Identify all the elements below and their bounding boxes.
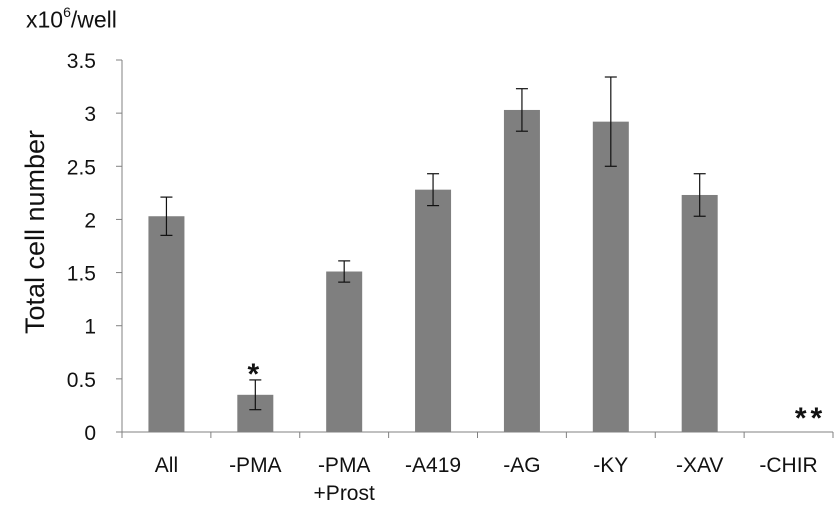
x-tick-label: -PMA bbox=[318, 454, 371, 477]
unit-exponent: 6 bbox=[63, 4, 71, 20]
y-tick-label: 0 bbox=[84, 422, 96, 445]
x-tick-label: All bbox=[155, 454, 178, 477]
unit-suffix: /well bbox=[70, 6, 117, 33]
x-tick-label: -XAV bbox=[676, 454, 723, 477]
y-tick-label: 3 bbox=[84, 103, 96, 126]
x-tick-label: -AG bbox=[503, 454, 540, 477]
x-tick-label: -CHIR bbox=[759, 454, 817, 477]
y-tick-label: 1.5 bbox=[67, 263, 96, 286]
bar bbox=[415, 189, 452, 432]
bar bbox=[592, 121, 629, 432]
y-tick-label: 0.5 bbox=[67, 369, 96, 392]
y-axis-title: Total cell number bbox=[20, 130, 50, 334]
y-tick-label: 2 bbox=[84, 209, 96, 232]
y-tick-label: 1 bbox=[84, 316, 96, 339]
unit-prefix: x10 bbox=[26, 6, 64, 33]
significance-marker: * bbox=[247, 358, 263, 391]
x-tick-label: -A419 bbox=[405, 454, 461, 477]
bar bbox=[148, 216, 185, 432]
y-unit-label: x106/well bbox=[26, 4, 117, 34]
x-tick-label: +Prost bbox=[314, 482, 375, 505]
x-tick-label: -KY bbox=[593, 454, 628, 477]
bar bbox=[326, 271, 363, 432]
y-axis: 0 0.5 1 1.5 2 2.5 3 3.5 bbox=[67, 50, 123, 445]
y-tick-label: 3.5 bbox=[67, 50, 96, 73]
bar bbox=[503, 109, 540, 432]
x-axis: All -PMA -PMA +Prost -A419 -AG -KY -XAV -CHIR bbox=[121, 431, 834, 505]
significance-marker: ** bbox=[795, 402, 826, 435]
bars-group bbox=[148, 76, 718, 432]
annotations-group: *** bbox=[247, 358, 826, 435]
bar bbox=[681, 194, 718, 432]
y-tick-label: 2.5 bbox=[67, 156, 96, 179]
x-tick-label: -PMA bbox=[229, 454, 282, 477]
